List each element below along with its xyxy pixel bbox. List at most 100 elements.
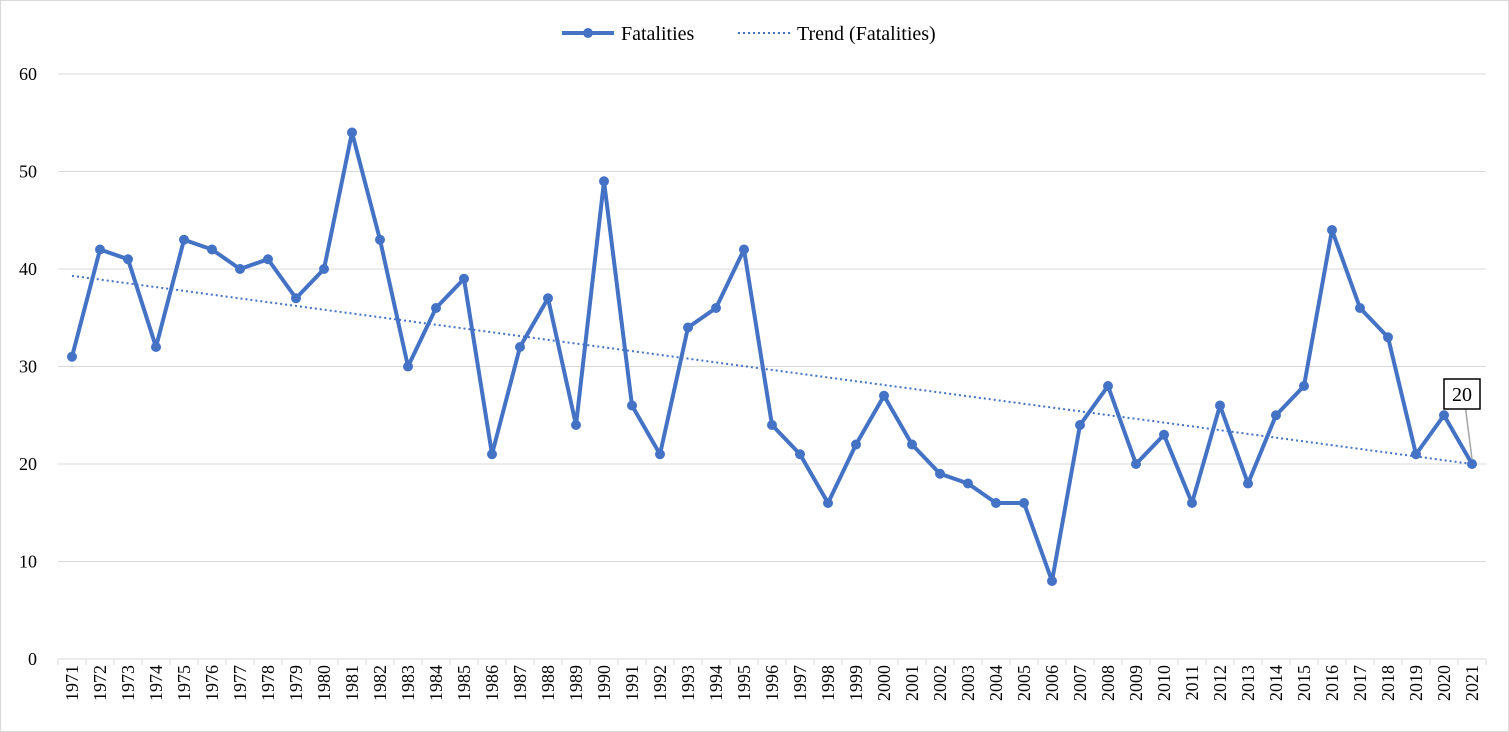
x-tick-label: 2017 [1350, 665, 1370, 701]
data-point [991, 498, 1001, 508]
x-tick-label: 1987 [510, 665, 530, 701]
y-tick-label: 10 [19, 552, 37, 572]
data-point [67, 351, 77, 362]
data-point [1383, 332, 1393, 343]
x-tick-label: 1985 [454, 665, 474, 701]
data-point [123, 254, 133, 265]
data-point [1271, 410, 1281, 421]
data-point [795, 449, 805, 460]
data-point [1439, 410, 1449, 421]
x-tick-label: 1995 [734, 665, 754, 701]
x-tick-label: 2014 [1266, 665, 1286, 701]
data-point [375, 234, 385, 245]
x-tick-label: 2002 [930, 665, 950, 701]
x-tick-label: 2021 [1462, 665, 1482, 701]
legend-label-trend: Trend (Fatalities) [797, 23, 936, 45]
x-tick-label: 1990 [594, 665, 614, 701]
y-tick-label: 0 [28, 649, 37, 669]
data-point [431, 303, 441, 313]
x-tick-label: 2004 [986, 665, 1006, 701]
data-point [1075, 420, 1085, 430]
data-point [907, 439, 917, 450]
data-point [235, 264, 245, 274]
trendline [71, 274, 1473, 465]
data-point [459, 273, 469, 284]
legend-label-fatalities: Fatalities [621, 23, 695, 45]
data-point [319, 264, 329, 274]
data-point [851, 439, 861, 450]
data-point [207, 244, 217, 255]
data-point [599, 176, 609, 187]
x-tick-label: 1973 [118, 665, 138, 701]
x-tick-label: 2011 [1182, 665, 1202, 700]
data-point [1355, 303, 1365, 313]
x-tick-label: 1983 [398, 665, 418, 701]
y-tick-label: 50 [19, 162, 37, 182]
data-point [347, 127, 357, 138]
series-line-fatalities [70, 130, 1474, 583]
data-point [879, 390, 889, 401]
x-tick-label: 1982 [370, 665, 390, 701]
data-point [1411, 449, 1421, 460]
data-point [1103, 381, 1113, 391]
data-point [1159, 429, 1169, 440]
x-tick-label: 1997 [790, 665, 810, 701]
data-point [767, 420, 777, 430]
x-axis-ticks: 1971 1972 1973 1974 1975 1976 1977 1978 1979 1980… [62, 665, 1482, 701]
x-tick-label: 1992 [650, 665, 670, 701]
y-tick-label: 20 [19, 454, 37, 474]
data-point [655, 449, 665, 460]
data-point [683, 322, 693, 333]
x-tick-label: 1971 [62, 665, 82, 701]
data-point [179, 234, 189, 245]
x-tick-label: 2020 [1434, 665, 1454, 701]
x-tick-label: 2010 [1154, 665, 1174, 701]
data-point [515, 342, 525, 352]
x-tick-label: 1972 [90, 665, 110, 701]
data-point [1243, 478, 1253, 489]
x-tick-label: 1986 [482, 665, 502, 701]
x-tick-label: 2009 [1126, 665, 1146, 701]
data-point [95, 244, 105, 255]
x-tick-label: 2019 [1406, 665, 1426, 701]
x-tick-label: 2000 [874, 665, 894, 701]
x-tick-label: 1978 [258, 665, 278, 701]
annotation-box [1443, 378, 1481, 410]
x-tick-label: 1993 [678, 665, 698, 701]
x-tick-label: 2015 [1294, 665, 1314, 701]
x-tick-label: 2003 [958, 665, 978, 701]
annotation-leader-line [1464, 408, 1473, 460]
data-point [627, 400, 637, 411]
x-tick-label: 1974 [146, 665, 166, 701]
x-tick-label: 1979 [286, 665, 306, 701]
data-point [1131, 459, 1141, 469]
x-tick-label: 2018 [1378, 665, 1398, 701]
x-tick-label: 2007 [1070, 665, 1090, 701]
data-point [823, 498, 833, 508]
x-tick-label: 1977 [230, 665, 250, 701]
data-point [403, 361, 413, 372]
x-tick-label: 1999 [846, 665, 866, 701]
y-axis-ticks: 0 10 20 30 40 50 60 [19, 64, 37, 669]
data-point [1327, 225, 1337, 235]
gridlines [57, 73, 1487, 665]
x-tick-label: 2016 [1322, 665, 1342, 701]
x-tick-label: 1991 [622, 665, 642, 701]
data-point [151, 342, 161, 352]
y-tick-label: 60 [19, 64, 37, 84]
x-tick-label: 1981 [342, 665, 362, 701]
data-point [711, 303, 721, 313]
data-point [263, 254, 273, 265]
y-tick-label: 30 [19, 357, 37, 377]
legend-marker-fatalities [583, 28, 593, 38]
x-tick-label: 1976 [202, 665, 222, 701]
data-point [543, 293, 553, 304]
x-tick-label: 1988 [538, 665, 558, 701]
x-tick-label: 2006 [1042, 665, 1062, 701]
x-tick-label: 2008 [1098, 665, 1118, 701]
trendline-layer [71, 274, 1473, 465]
x-tick-label: 2001 [902, 665, 922, 701]
data-point [487, 449, 497, 460]
